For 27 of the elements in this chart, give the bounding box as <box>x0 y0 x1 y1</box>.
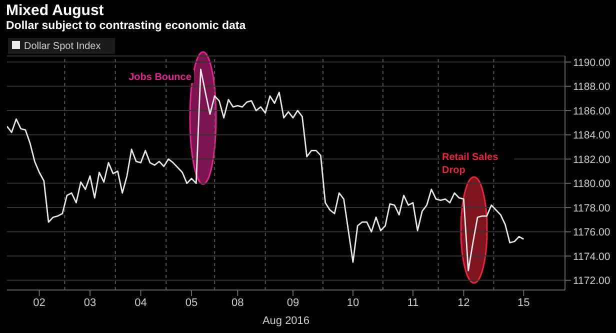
annotation: Retail Sales Drop <box>442 152 499 176</box>
x-tick-label: 08 <box>232 296 244 309</box>
chart-title: Mixed August <box>6 2 104 19</box>
x-axis-title: Aug 2016 <box>262 315 310 327</box>
x-tick-label: 03 <box>84 296 96 309</box>
y-tick-label: 1174.00 <box>573 250 610 263</box>
y-tick-label: 1178.00 <box>573 202 610 214</box>
chart-subtitle: Dollar subject to contrasting economic data <box>6 20 246 32</box>
x-tick-label: 11 <box>407 296 419 309</box>
y-tick-label: 1184.00 <box>573 130 610 142</box>
x-tick-label: 04 <box>134 296 147 309</box>
x-tick-label: 15 <box>518 296 530 309</box>
line-series <box>7 68 524 272</box>
x-tick-label: 12 <box>458 296 470 309</box>
y-tick-label: 1180.00 <box>573 178 610 190</box>
y-tick-label: 1188.00 <box>573 81 610 94</box>
x-tick-label: 02 <box>33 296 46 309</box>
y-tick-label: 1176.00 <box>573 226 610 239</box>
y-tick-label: 1186.00 <box>573 105 610 118</box>
annotation: Jobs Bounce <box>128 72 192 83</box>
legend-label: Dollar Spot Index <box>24 41 101 52</box>
x-tick-label: 10 <box>346 296 360 309</box>
x-tick-label: 09 <box>286 296 300 309</box>
y-tick-label: 1172.00 <box>573 275 610 288</box>
y-tick-label: 1190.00 <box>573 56 610 69</box>
y-tick-label: 1182.00 <box>573 154 610 166</box>
x-tick-label: 05 <box>185 296 198 309</box>
